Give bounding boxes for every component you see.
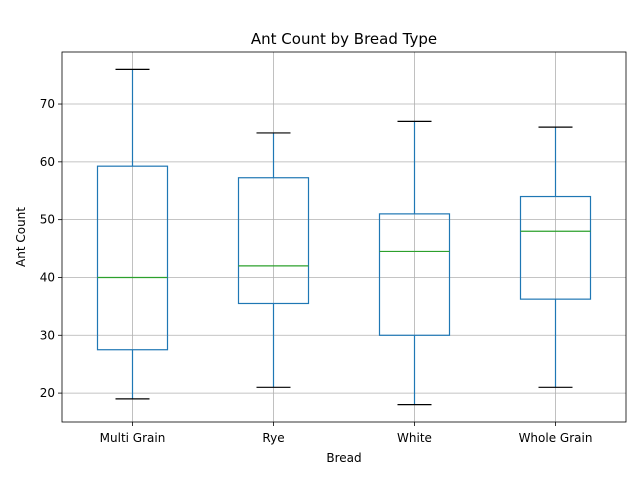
y-tick-label: 50 <box>40 213 55 227</box>
iqr-box <box>96 165 169 351</box>
y-tick-label: 70 <box>40 97 55 111</box>
y-tick-label: 30 <box>40 328 55 342</box>
y-tick-label: 60 <box>40 155 55 169</box>
y-tick-label: 20 <box>40 386 55 400</box>
iqr-box <box>519 195 592 300</box>
iqr-box <box>237 177 310 305</box>
x-tick-label: White <box>397 431 432 445</box>
box-rye <box>237 132 310 388</box>
box-multi-grain <box>96 68 169 400</box>
grid-layer <box>62 52 626 422</box>
axis-layer: 20 30 40 50 60 70 Multi Grain Rye White Whole Gra… <box>40 97 593 445</box>
plot-frame <box>61 51 627 423</box>
x-tick-label: Whole Grain <box>519 431 593 445</box>
x-axis-label: Bread <box>326 451 361 465</box>
box-whole-grain <box>519 126 592 388</box>
x-tick-label: Multi Grain <box>100 431 166 445</box>
box-layer <box>96 68 592 406</box>
iqr-box <box>378 213 451 336</box>
x-tick-label: Rye <box>262 431 284 445</box>
y-axis-label: Ant Count <box>14 207 28 267</box>
y-tick-label: 40 <box>40 270 55 284</box>
chart-title: Ant Count by Bread Type <box>251 30 437 48</box>
box-white <box>378 120 451 406</box>
